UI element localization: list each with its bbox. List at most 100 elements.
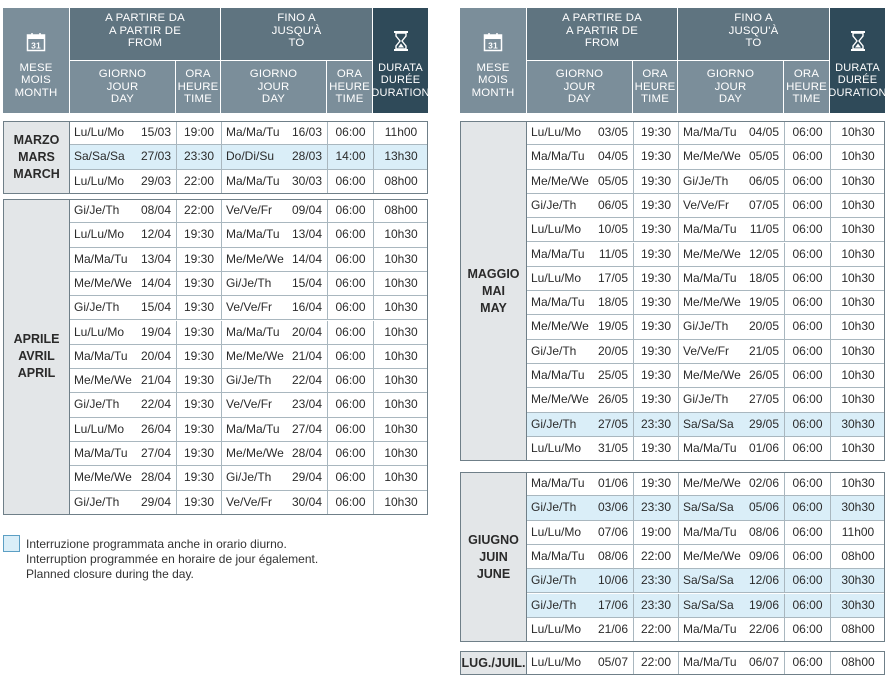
header-time-it: ORA <box>793 68 820 81</box>
month-name: GIUGNO <box>468 532 519 547</box>
weekday-label: Me/Me/We <box>74 470 132 485</box>
duration-cell: 30h30 <box>830 496 885 520</box>
to-day-cell: Me/Me/We 28/04 <box>221 442 327 466</box>
duration-cell: 10h30 <box>830 291 885 315</box>
weekday-label: Sa/Sa/Sa <box>683 597 734 612</box>
header-day-it: GIORNO <box>706 68 755 81</box>
weekday-label: Sa/Sa/Sa <box>683 573 734 588</box>
duration-cell: 10h30 <box>373 490 428 515</box>
from-day-cell: Sa/Sa/Sa 27/03 <box>70 145 176 168</box>
duration-cell: 30h30 <box>830 593 885 617</box>
to-time-cell: 06:00 <box>327 320 373 344</box>
from-group-header: A PARTIRE DA A PARTIR DE FROM <box>527 8 677 60</box>
from-day-cell: Ma/Ma/Tu 01/06 <box>527 472 633 495</box>
header-from-fr: A PARTIR DE <box>108 24 182 37</box>
header-mese: MESE <box>19 61 53 74</box>
header-duration-fr: DURÉE <box>837 74 878 87</box>
date-label: 23/04 <box>291 397 322 412</box>
to-time-cell: 06:00 <box>784 593 830 617</box>
date-label: 04/05 <box>597 149 628 164</box>
table-row: Ma/Ma/Tu 13/04 19:30 Me/Me/We 14/04 06:00 10h3… <box>70 247 428 272</box>
table-row: Ma/Ma/Tu 20/04 19:30 Me/Me/We 21/04 06:00 10h3… <box>70 344 428 370</box>
duration-cell: 11h00 <box>373 121 428 145</box>
date-label: 18/05 <box>597 295 628 310</box>
date-label: 05/05 <box>597 173 628 188</box>
from-time-cell: 22:00 <box>176 169 221 194</box>
weekday-label: Ma/Ma/Tu <box>74 348 128 363</box>
weekday-label: Lu/Lu/Mo <box>531 125 582 139</box>
date-label: 12/06 <box>748 573 779 588</box>
to-time-cell: 06:00 <box>784 544 830 569</box>
table-row: Ma/Ma/Tu 27/04 19:30 Me/Me/We 28/04 06:00 10h3… <box>70 442 428 467</box>
from-day-cell: Me/Me/We 21/04 <box>70 369 176 392</box>
from-day-cell: Me/Me/We 26/05 <box>527 388 633 411</box>
table-row: Lu/Lu/Mo 12/04 19:30 Ma/Ma/Tu 13/04 06:00 10h3… <box>70 223 428 248</box>
header-mese: MESE <box>476 61 510 74</box>
to-day-header: GIORNO JOUR DAY <box>678 61 783 113</box>
to-day-header: GIORNO JOUR DAY <box>221 61 326 113</box>
header-to-en: TO <box>745 37 762 50</box>
to-time-cell: 06:00 <box>327 247 373 271</box>
to-time-cell: 06:00 <box>784 436 830 462</box>
from-time-cell: 23:30 <box>633 496 678 520</box>
weekday-label: Ma/Ma/Tu <box>683 222 737 237</box>
to-time-cell: 06:00 <box>327 296 373 320</box>
date-label: 19/06 <box>748 597 779 612</box>
weekday-label: Me/Me/We <box>531 392 589 407</box>
duration-cell: 10h30 <box>830 364 885 388</box>
from-time-cell: 22:00 <box>633 544 678 569</box>
header-from-it: A PARTIRE DA <box>562 12 642 25</box>
table-header: 31 MESE MOIS MONTH A PARTIRE DA A PARTIR… <box>460 8 886 113</box>
month-name: APRILE <box>13 332 60 347</box>
from-day-cell: Ma/Ma/Tu 08/06 <box>527 545 633 568</box>
to-day-cell: Me/Me/We 02/06 <box>678 472 784 496</box>
weekday-label: Sa/Sa/Sa <box>683 500 734 515</box>
weekday-label: Me/Me/We <box>531 319 589 334</box>
from-day-cell: Lu/Lu/Mo 03/05 <box>527 121 633 144</box>
to-day-cell: Ma/Ma/Tu 06/07 <box>678 651 784 676</box>
left-schedule-table: 31 MESE MOIS MONTH A PARTIRE DA A PARTIR… <box>3 8 429 515</box>
duration-cell: 08h00 <box>830 544 885 569</box>
header-time-en: TIME <box>183 93 212 106</box>
date-label: 13/04 <box>291 227 322 242</box>
weekday-label: Me/Me/We <box>74 275 132 290</box>
weekday-label: Ma/Ma/Tu <box>683 655 737 669</box>
duration-cell: 10h30 <box>830 472 885 496</box>
date-label: 16/03 <box>291 125 322 139</box>
duration-cell: 13h30 <box>373 145 428 169</box>
header-time-fr: HEURE <box>634 80 676 93</box>
header-duration-fr: DURÉE <box>380 74 421 87</box>
date-label: 15/03 <box>140 125 171 139</box>
header-to-fr: JUSQU'À <box>728 24 779 37</box>
to-time-cell: 06:00 <box>327 369 373 393</box>
date-label: 05/07 <box>597 655 628 669</box>
to-time-cell: 06:00 <box>327 393 373 417</box>
table-row: Lu/Lu/Mo 21/06 22:00 Ma/Ma/Tu 22/06 06:00 08h0… <box>527 617 885 643</box>
from-time-cell: 19:30 <box>176 344 221 369</box>
to-time-cell: 06:00 <box>784 121 830 145</box>
to-day-cell: Me/Me/We 19/05 <box>678 291 784 315</box>
weekday-label: Ma/Ma/Tu <box>226 125 280 139</box>
table-row: Me/Me/We 21/04 19:30 Gi/Je/Th 22/04 06:00 10h3… <box>70 369 428 394</box>
duration-column-header: DURATA DURÉE DURATION <box>828 8 886 113</box>
from-day-header: GIORNO JOUR DAY <box>527 61 632 113</box>
to-day-cell: Me/Me/We 14/04 <box>221 247 327 271</box>
from-time-cell: 19:30 <box>176 490 221 515</box>
from-time-cell: 23:30 <box>633 412 678 436</box>
table-row: Ma/Ma/Tu 25/05 19:30 Me/Me/We 26/05 06:00 10h3… <box>527 364 885 389</box>
date-label: 09/06 <box>748 548 779 563</box>
date-label: 07/05 <box>748 197 779 212</box>
weekday-label: Me/Me/We <box>683 246 741 261</box>
hourglass-icon <box>850 30 865 51</box>
to-day-cell: Ma/Ma/Tu 18/05 <box>678 266 784 291</box>
from-time-cell: 19:30 <box>633 242 678 266</box>
weekday-label: Ma/Ma/Tu <box>531 246 585 261</box>
weekday-label: Gi/Je/Th <box>683 392 729 407</box>
header-duration-it: DURATA <box>378 61 423 74</box>
from-day-cell: Me/Me/We 19/05 <box>527 315 633 338</box>
from-day-cell: Lu/Lu/Mo 05/07 <box>527 651 633 675</box>
from-time-cell: 23:30 <box>176 145 221 169</box>
to-time-cell: 06:00 <box>784 218 830 242</box>
header-day-en: DAY <box>261 93 286 106</box>
weekday-label: Lu/Lu/Mo <box>74 173 125 188</box>
